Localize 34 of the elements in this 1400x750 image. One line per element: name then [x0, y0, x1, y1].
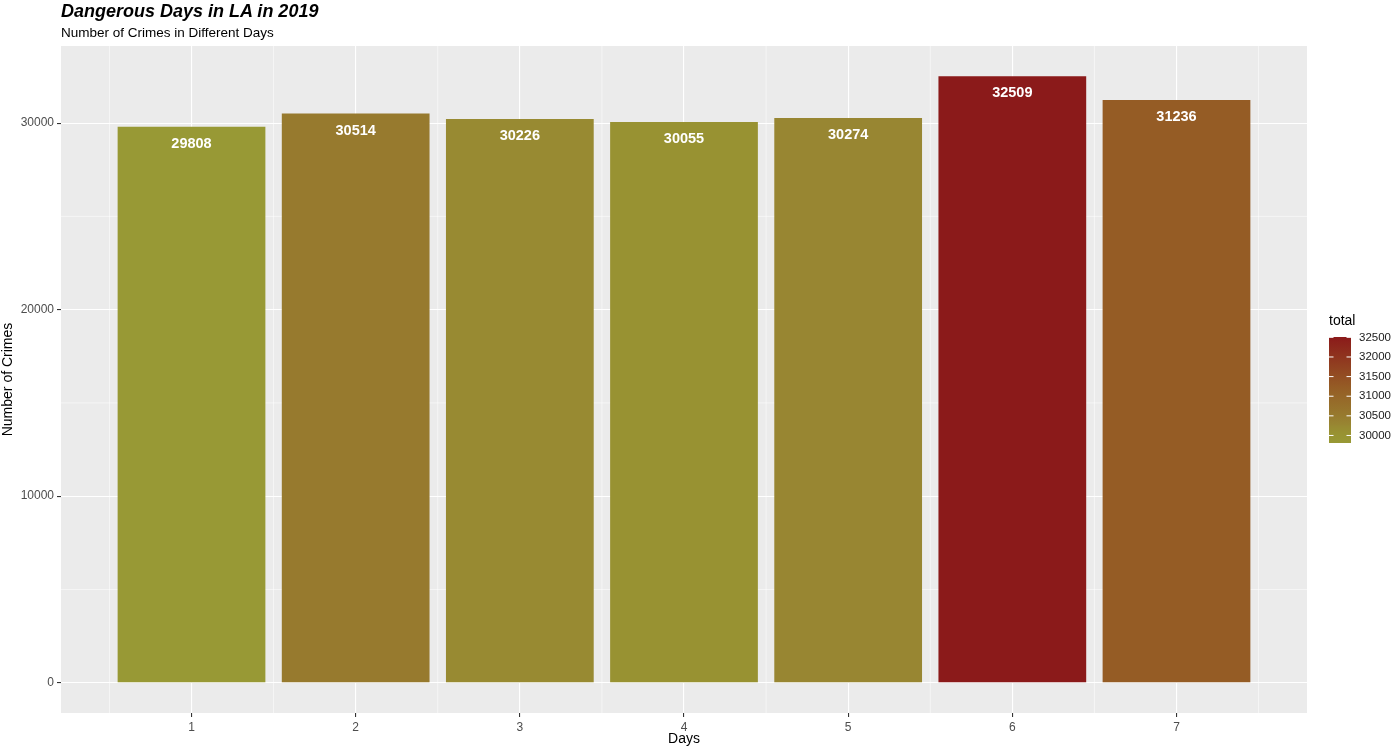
bar: [1102, 100, 1251, 683]
color-bar-label: 31000: [1359, 389, 1391, 402]
y-tick-label: 0: [47, 675, 55, 689]
data-label: 32509: [992, 84, 1033, 101]
color-bar-label: 31500: [1359, 369, 1391, 382]
color-bar-label: 32500: [1359, 330, 1391, 343]
data-label: 29808: [171, 134, 212, 151]
chart-title: Dangerous Days in LA in 2019: [61, 0, 319, 21]
data-label: 30055: [663, 130, 705, 147]
bar: [610, 122, 758, 683]
y-tick-label: 10000: [20, 488, 55, 503]
bar: [281, 113, 430, 683]
data-label: 30274: [828, 126, 869, 142]
x-tick-label: 3: [516, 719, 524, 734]
bar: [774, 118, 923, 683]
bar: [938, 76, 1087, 683]
x-tick-label: 5: [844, 719, 852, 734]
color-bar-label: 30500: [1359, 409, 1391, 422]
bar: [117, 126, 266, 683]
data-label: 30226: [499, 126, 540, 143]
y-axis-title: Number of Crimes: [0, 322, 16, 437]
y-tick-label: 20000: [20, 301, 55, 316]
x-tick-label: 7: [1173, 719, 1181, 734]
x-tick-label: 6: [1008, 719, 1016, 734]
color-bar-label: 32000: [1359, 350, 1391, 363]
color-bar-title: total: [1329, 312, 1356, 328]
data-label: 30514: [335, 121, 376, 138]
data-label: 31236: [1156, 108, 1197, 125]
bar: [445, 118, 594, 683]
x-tick-label: 1: [188, 719, 196, 734]
chart-subtitle: Number of Crimes in Different Days: [61, 24, 275, 40]
y-tick-label: 30000: [20, 115, 55, 130]
color-bar-label: 30000: [1359, 428, 1391, 441]
x-tick-label: 2: [352, 719, 360, 734]
